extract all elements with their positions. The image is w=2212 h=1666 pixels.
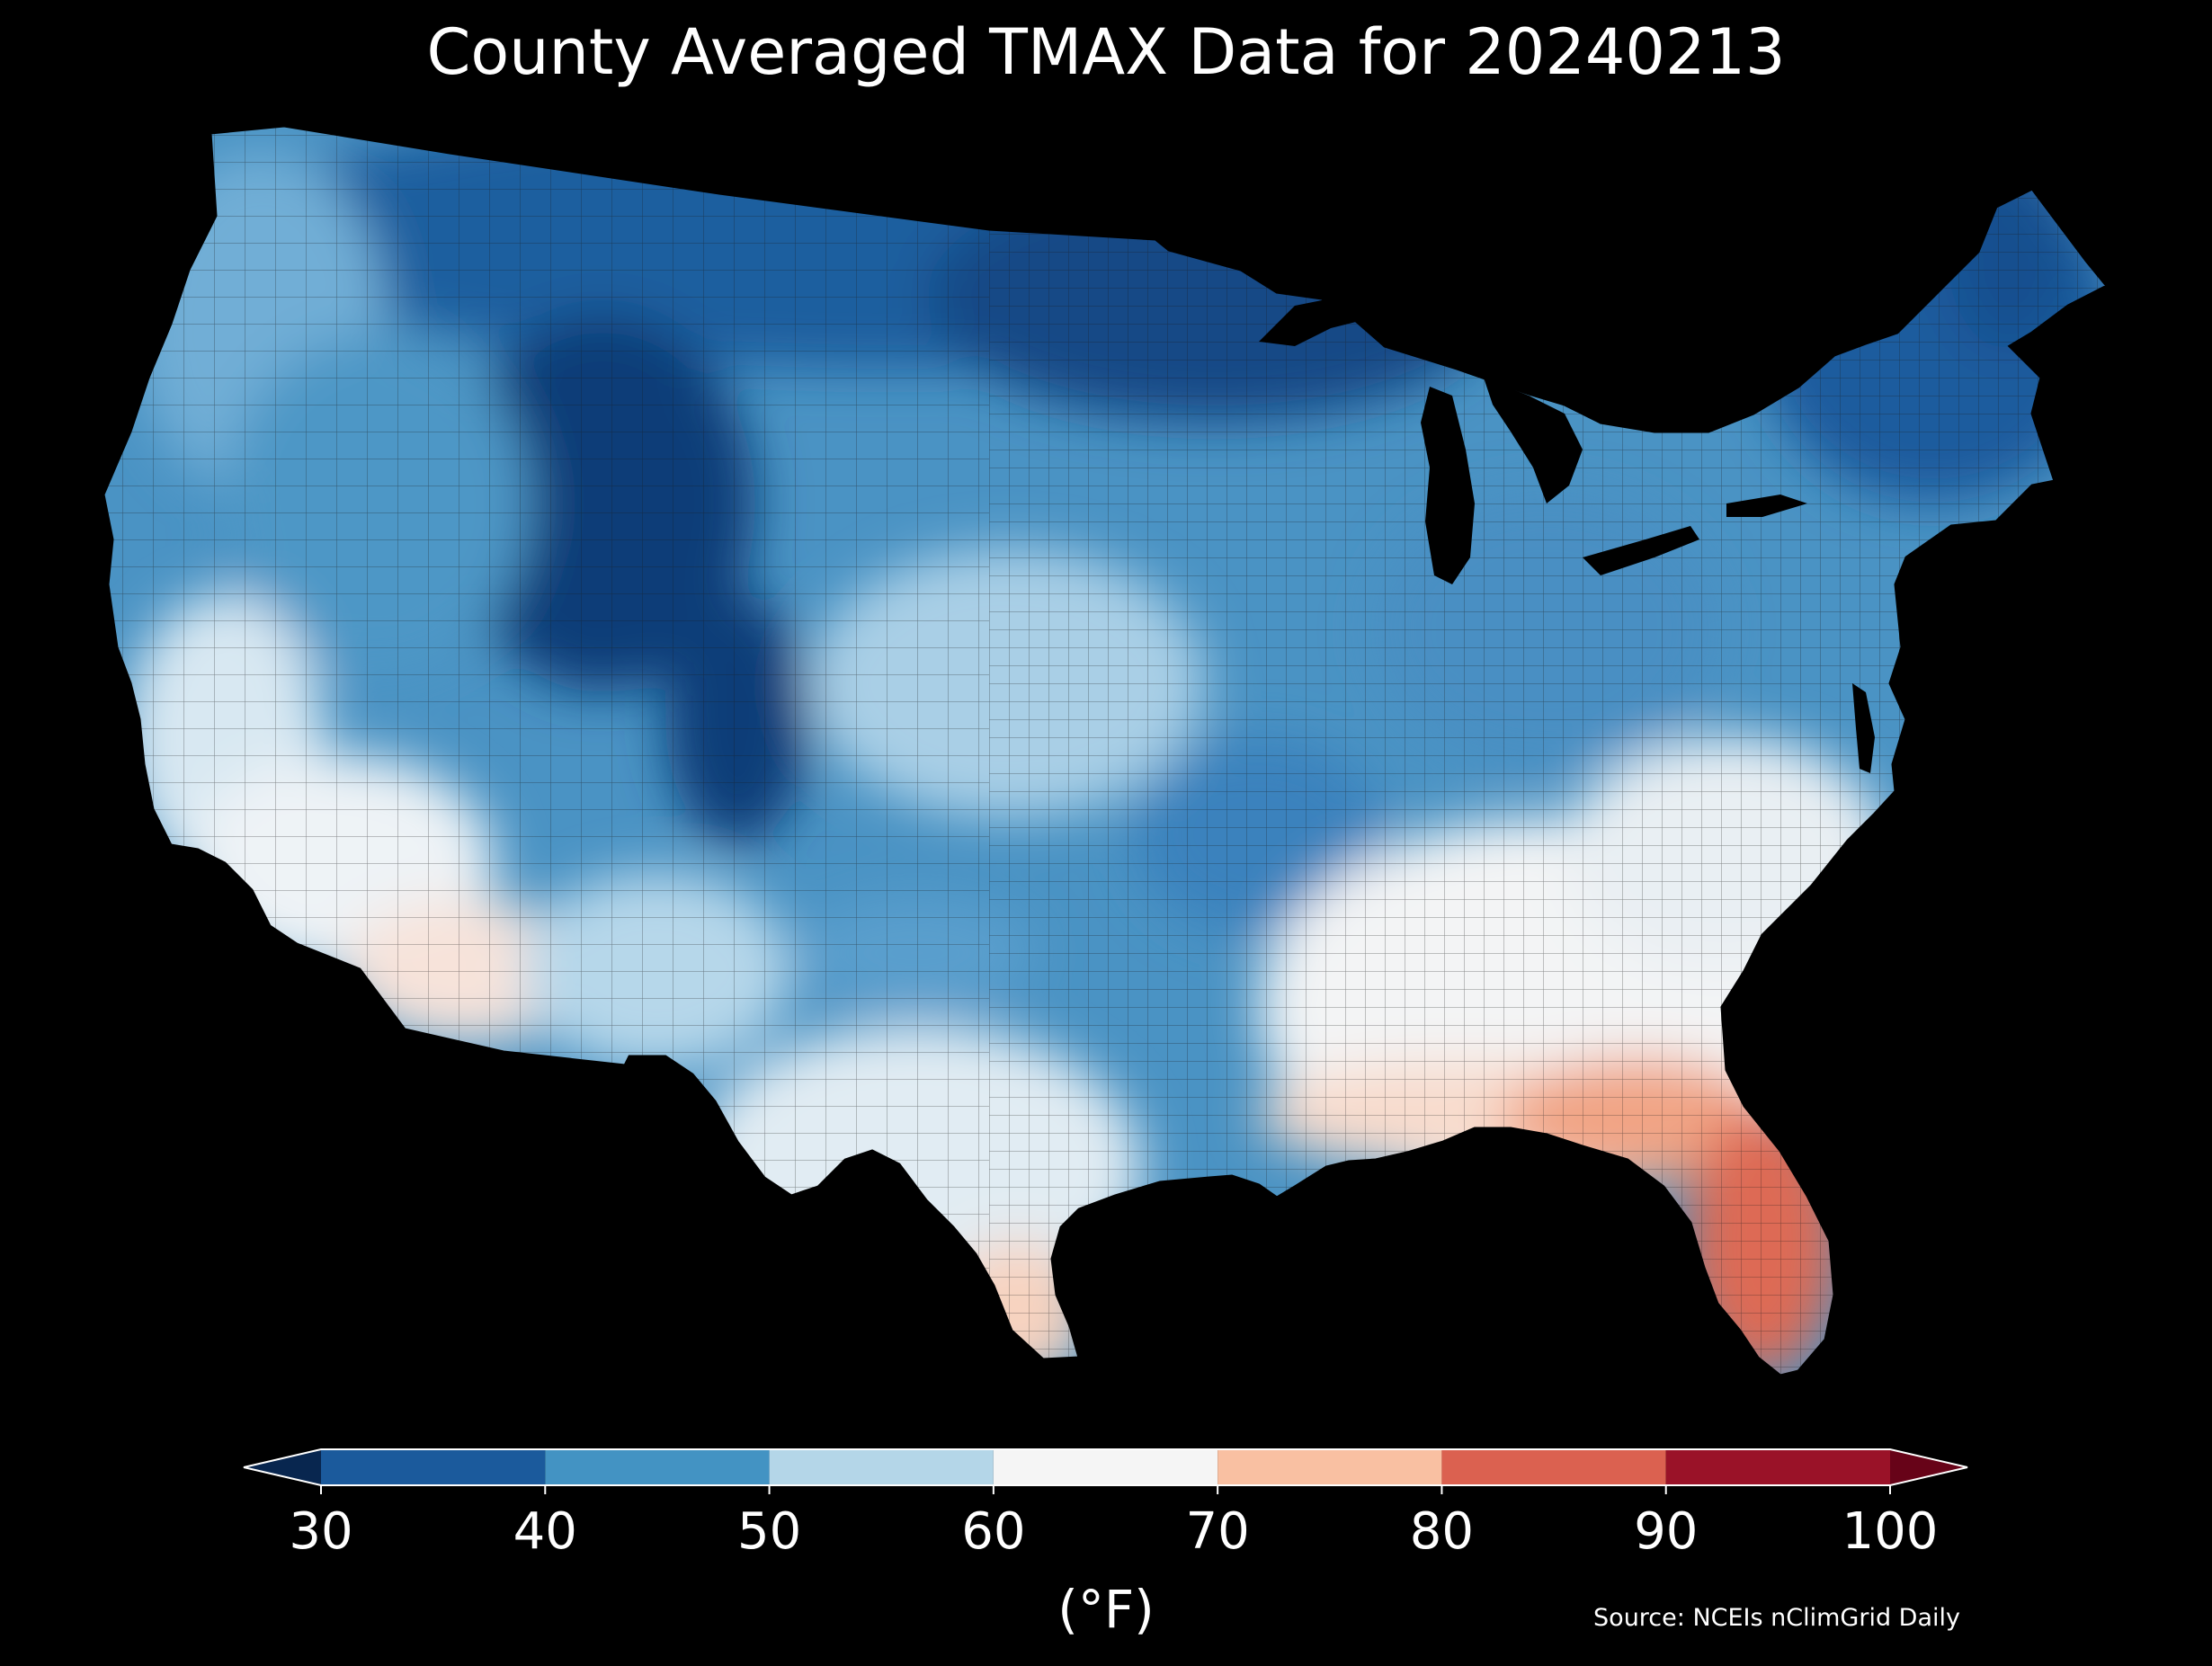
colorbar-bin-30-40 <box>321 1449 546 1485</box>
colorbar-tick-label: 90 <box>1634 1502 1698 1561</box>
colorbar-tick-label: 40 <box>513 1502 577 1561</box>
colorbar: 30 40 50 60 70 80 90 100 <box>243 1448 1968 1561</box>
chesapeake-bay <box>1852 683 1875 773</box>
colorbar-bin-70-80 <box>1217 1449 1442 1485</box>
colorbar-bin-50-60 <box>769 1449 994 1485</box>
colorbar-over-extension <box>1890 1449 1967 1485</box>
colorbar-bin-40-50 <box>545 1449 770 1485</box>
colorbar-tick-label: 50 <box>737 1502 801 1561</box>
us-outline <box>102 124 2109 1377</box>
colorbar-tick-label: 30 <box>289 1502 352 1561</box>
great-lakes <box>1259 283 1875 773</box>
lake-michigan <box>1421 387 1475 584</box>
colorbar-bin-80-90 <box>1441 1449 1666 1485</box>
colorbar-under-extension <box>244 1449 321 1485</box>
lake-huron <box>1484 378 1583 503</box>
colorbar-unit-label: (°F) <box>1057 1579 1155 1640</box>
colorbar-bin-90-100 <box>1665 1449 1890 1485</box>
colorbar-tick-label: 70 <box>1186 1502 1250 1561</box>
county-grid-dense <box>989 126 2107 1376</box>
colorbar-tick-label: 60 <box>961 1502 1025 1561</box>
map-title: County Averaged TMAX Data for 20240213 <box>426 15 1785 89</box>
lake-superior <box>1259 283 1398 346</box>
colorbar-bin-60-70 <box>993 1449 1218 1485</box>
colorbar-tick-label: 100 <box>1842 1502 1939 1561</box>
lake-ontario <box>1726 494 1807 517</box>
colorbar-tick-label: 80 <box>1410 1502 1474 1561</box>
lake-erie <box>1583 526 1699 575</box>
county-grid-coarse <box>103 126 989 1376</box>
source-label: Source: NCEIs nClimGrid Daily <box>1593 1604 1960 1632</box>
